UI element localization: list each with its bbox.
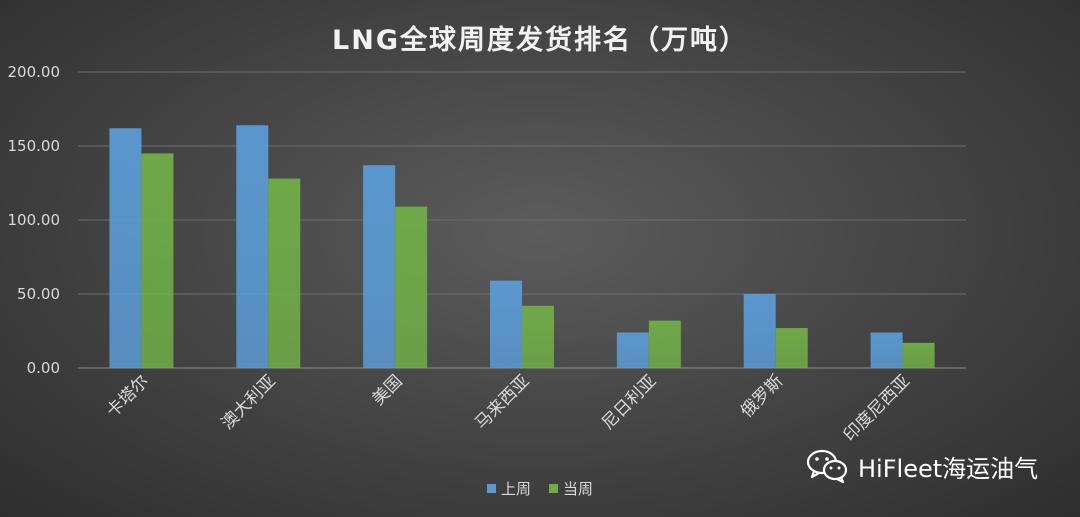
bar [616,332,649,368]
bar [522,305,554,368]
legend-label: 当周 [563,480,594,498]
x-tick-label: 俄罗斯 [737,371,787,421]
bar [363,165,396,368]
x-tick-label: 卡塔尔 [103,371,153,421]
y-tick-label: 50.00 [17,285,60,303]
x-tick-label: 尼日利亚 [598,371,660,433]
bar [236,125,269,368]
bar [490,280,522,368]
x-tick-label: 印度尼西亚 [840,371,914,445]
legend-item: 当周 [549,478,593,499]
bar [109,128,142,368]
bar [743,294,776,368]
watermark: HiFleet海运油气 [806,448,1038,484]
legend-swatch [486,484,496,493]
bar [268,178,301,368]
x-tick-label: 美国 [368,371,406,409]
bar [648,320,681,368]
x-tick-label: 马来西亚 [471,371,533,433]
y-tick-label: 100.00 [8,211,61,229]
wechat-icon [806,449,848,484]
bar [902,342,935,368]
y-tick-label: 0.00 [27,359,60,377]
legend-swatch [549,484,558,493]
legend-label: 上周 [500,480,531,498]
legend-item: 上周 [486,478,531,499]
chart-title: LNG全球周度发货排名（万吨） [332,25,748,56]
x-tick-label: 澳大利亚 [218,371,280,433]
watermark-text: HiFleet海运油气 [858,454,1039,483]
y-tick-label: 200.00 [8,63,61,81]
bar [870,332,903,368]
chart-legend: 上周 当周 [0,478,1080,499]
bar [395,206,428,368]
y-tick-label: 150.00 [8,137,61,155]
bar [141,153,174,368]
bar [775,328,808,368]
